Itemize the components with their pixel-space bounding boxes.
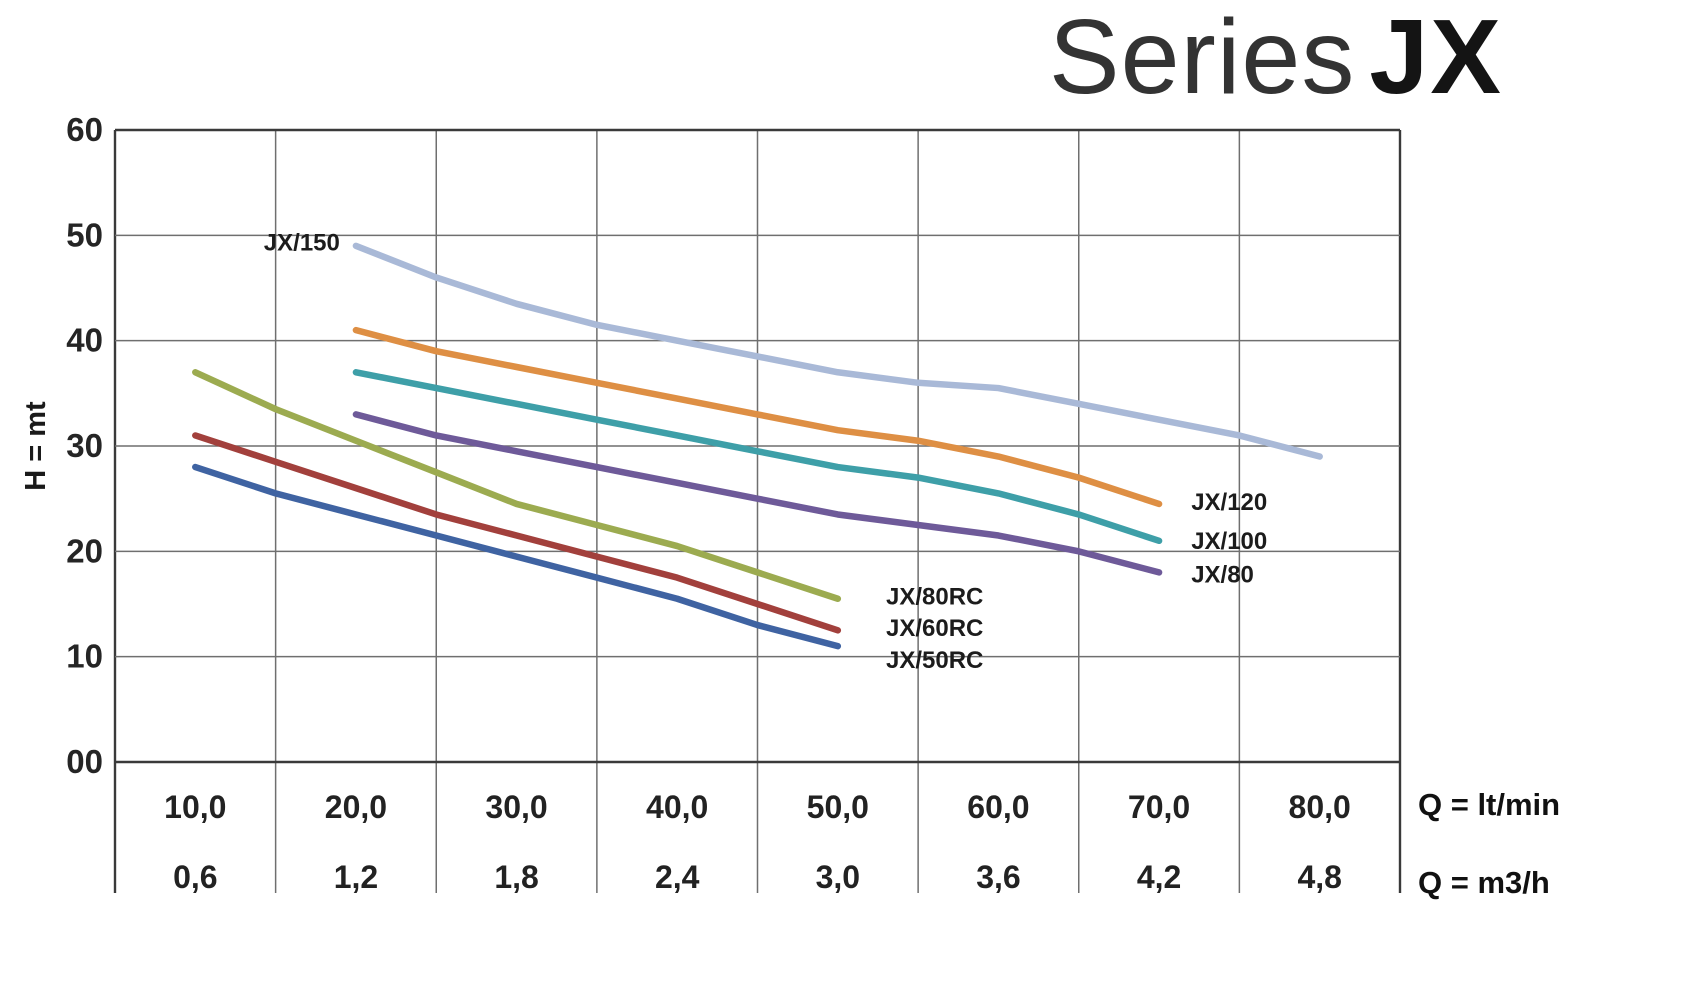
x-tick-label-row1: 50,0: [807, 789, 869, 825]
curve-label-jx-150: JX/150: [264, 230, 340, 257]
curve-label-jx-100: JX/100: [1191, 528, 1267, 555]
curve-jx-80: [352, 411, 1163, 576]
x-tick-label-row2: 4,2: [1137, 859, 1181, 895]
x-tick-label-row1: 30,0: [485, 789, 547, 825]
chart-title-light: Series: [1048, 0, 1356, 116]
curve-label-jx-80: JX/80: [1191, 562, 1254, 589]
x-tick-label-row2: 3,0: [816, 859, 860, 895]
x-tick-label-row2: 3,6: [976, 859, 1020, 895]
chart-title: Series JX: [1048, 0, 1503, 116]
curve-jx-100: [352, 369, 1163, 545]
y-tick-label: 60: [66, 111, 103, 148]
x-tick-label-row2: 4,8: [1297, 859, 1341, 895]
x-tick-label-row1: 20,0: [325, 789, 387, 825]
y-tick-label: 50: [66, 216, 103, 253]
x-tick-label-row1: 70,0: [1128, 789, 1190, 825]
x-tick-label-row2: 1,2: [334, 859, 378, 895]
y-tick-label: 10: [66, 638, 103, 675]
y-axis-title: H = mt: [20, 401, 52, 491]
curve-label-jx-80rc: JX/80RC: [886, 584, 983, 611]
x-tick-label-row1: 60,0: [967, 789, 1029, 825]
curve-jx-60rc: [192, 432, 842, 634]
curve-jx-50rc: [192, 463, 842, 650]
curve-jx-120: [352, 326, 1163, 508]
curve-label-jx-120: JX/120: [1191, 489, 1267, 516]
curve-label-jx-50rc: JX/50RC: [886, 647, 983, 674]
y-tick-label: 20: [66, 532, 103, 569]
y-tick-label: 00: [66, 743, 103, 780]
curve-label-jx-60rc: JX/60RC: [886, 615, 983, 642]
x-tick-label-row1: 40,0: [646, 789, 708, 825]
x-tick-label-row2: 0,6: [173, 859, 217, 895]
y-tick-label: 30: [66, 427, 103, 464]
x-tick-label-row1: 10,0: [164, 789, 226, 825]
x-tick-label-row2: 2,4: [655, 859, 700, 895]
y-tick-label: 40: [66, 322, 103, 359]
curve-jx-150: [352, 242, 1323, 460]
chart-title-bold: JX: [1369, 0, 1503, 116]
curve-jx-80rc: [192, 369, 842, 602]
x-axis-unit-label: Q = lt/min: [1418, 787, 1560, 822]
x-tick-label-row2: 1,8: [494, 859, 538, 895]
x-tick-label-row1: 80,0: [1289, 789, 1351, 825]
x-axis-unit-label: Q = m3/h: [1418, 865, 1550, 900]
